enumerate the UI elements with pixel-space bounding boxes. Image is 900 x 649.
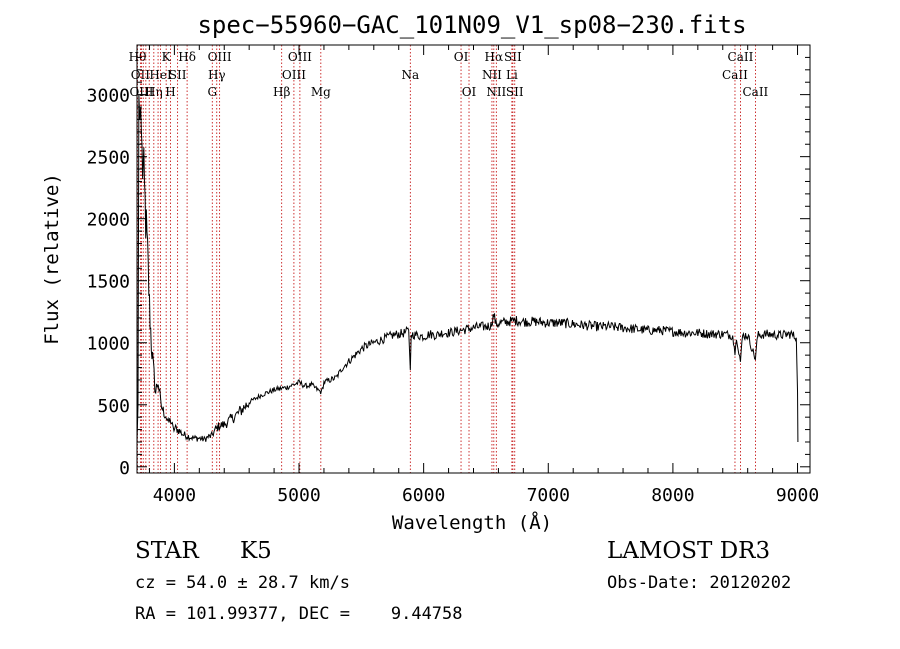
observation-date: Obs-Date: 20120202	[607, 573, 792, 593]
line-marker-label: K	[162, 50, 172, 64]
line-marker-label: CaII	[722, 68, 748, 82]
line-marker-label: CaII	[728, 50, 754, 64]
line-marker-label: OI	[454, 50, 469, 64]
line-marker-label: Na	[401, 68, 419, 82]
line-marker-label: OIII	[129, 85, 153, 99]
spectral-line-markers: HθOIIOIIIHηHeIKHSIIHδGHγOIIIHβOIIIOIIIMg…	[129, 45, 769, 473]
line-marker-label: G	[207, 85, 217, 99]
x-tick-label: 6000	[402, 485, 445, 506]
line-marker-label: Li	[506, 68, 518, 82]
line-marker-label: OIII	[288, 50, 312, 64]
axis-ticks: 4000 5000 6000 7000 8000 9000 0 500 1000 1500 2000…	[87, 45, 819, 506]
line-marker-label: Hδ	[178, 50, 196, 64]
y-tick-label: 2500	[87, 148, 130, 169]
plot-frame	[136, 44, 811, 474]
line-marker-label: SII	[504, 50, 522, 64]
flux-line	[136, 94, 799, 443]
chart-title: spec−55960−GAC_101N09_V1_sp08−230.fits	[197, 11, 746, 39]
line-marker-label: Hα	[485, 50, 504, 64]
y-tick-label: 500	[97, 396, 130, 417]
line-marker-label: HeI	[149, 68, 172, 82]
x-tick-label: 5000	[277, 485, 320, 506]
line-marker-label: Mg	[311, 85, 331, 99]
line-marker-label: OI	[462, 85, 477, 99]
y-tick-label: 0	[119, 458, 130, 479]
x-tick-label: 7000	[527, 485, 570, 506]
line-marker-label: SII	[169, 68, 187, 82]
flux-series	[136, 94, 799, 443]
line-marker-label: OIII	[208, 50, 232, 64]
object-subclass: K5	[240, 538, 272, 564]
redshift-cz: cz = 54.0 ± 28.7 km/s	[135, 573, 350, 593]
y-tick-label: 3000	[87, 86, 130, 107]
y-axis-label: Flux (relative)	[41, 173, 63, 345]
line-marker-label: NII	[486, 85, 506, 99]
line-marker-label: OII	[131, 68, 151, 82]
line-marker-label: H	[165, 85, 175, 99]
survey-name: LAMOST DR3	[607, 538, 771, 564]
line-marker-label: CaII	[742, 85, 768, 99]
x-tick-label: 9000	[776, 485, 819, 506]
line-marker-label: OIII	[282, 68, 306, 82]
line-marker-label: SII	[506, 85, 524, 99]
y-tick-label: 1000	[87, 334, 130, 355]
y-tick-label: 1500	[87, 272, 130, 293]
y-tick-label: 2000	[87, 210, 130, 231]
line-marker-label: Hβ	[273, 85, 290, 99]
line-marker-label: NII	[482, 68, 502, 82]
x-tick-label: 8000	[651, 485, 694, 506]
object-class: STAR	[135, 538, 199, 564]
x-axis-label: Wavelength (Å)	[392, 511, 552, 534]
ra-dec: RA = 101.99377, DEC = 9.44758	[135, 604, 463, 624]
line-marker-label: Hγ	[208, 68, 226, 82]
x-tick-label: 4000	[153, 485, 196, 506]
line-marker-label: Hη	[145, 85, 163, 99]
